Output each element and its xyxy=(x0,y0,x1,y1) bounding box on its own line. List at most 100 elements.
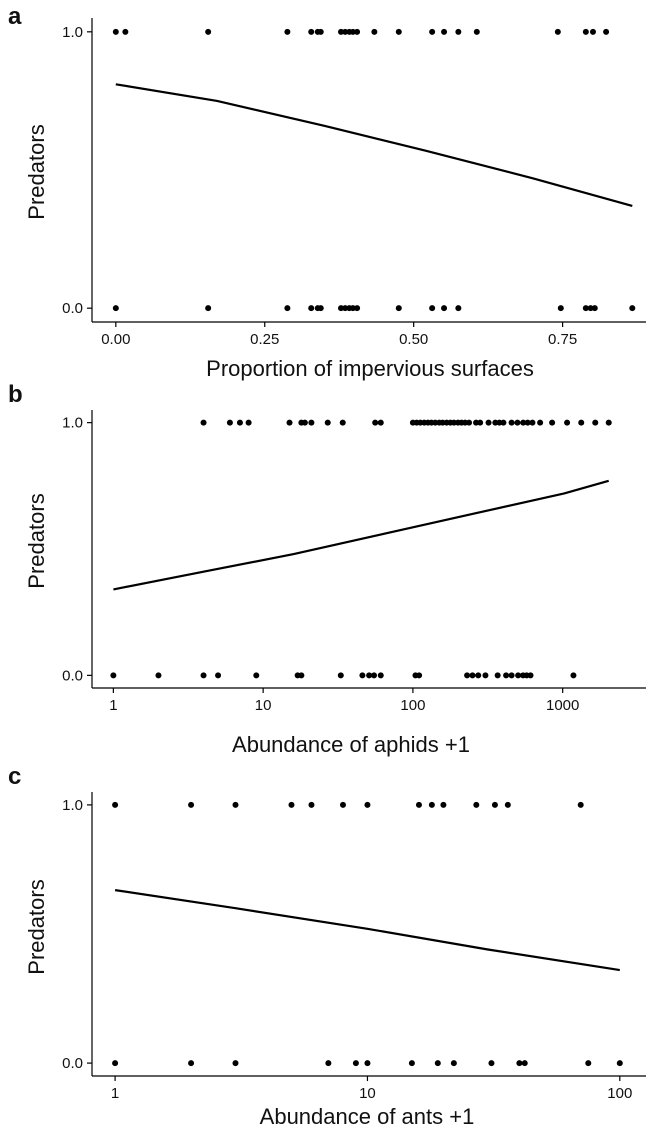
panel-b-point-y1 xyxy=(301,419,308,426)
panel-a-point-y0 xyxy=(112,305,119,312)
panel-b-point-y1 xyxy=(245,419,252,426)
panel-c-point-y0 xyxy=(352,1060,359,1067)
panel-c-x-tick-label: 10 xyxy=(359,1085,376,1102)
panel-c-point-y0 xyxy=(450,1060,457,1067)
panel-c-point-y0 xyxy=(408,1060,415,1067)
panel-c-point-y0 xyxy=(364,1060,371,1067)
panel-b-point-y1 xyxy=(592,419,599,426)
panel-b: b Predators Abundance of aphids +1 1 10 10… xyxy=(8,381,646,757)
panel-a-y-tick-label: 0.0 xyxy=(62,300,83,317)
panel-c-x-tick-label: 1 xyxy=(111,1085,119,1102)
panel-c-xlabel: Abundance of ants +1 xyxy=(260,1104,475,1129)
panel-b-point-y0 xyxy=(475,672,482,679)
panel-c-point-y1 xyxy=(440,801,447,808)
panel-c-point-y1 xyxy=(577,801,584,808)
panel-c-point-y1 xyxy=(473,801,480,808)
panel-b-point-y1 xyxy=(466,419,473,426)
panel-b-point-y1 xyxy=(339,419,346,426)
panel-c-point-y1 xyxy=(364,801,371,808)
panel-b-point-y1 xyxy=(508,419,515,426)
panel-b-point-y0 xyxy=(508,672,515,679)
panel-c-point-y1 xyxy=(491,801,498,808)
panel-b-fit-line xyxy=(113,479,609,591)
panel-b-point-y1 xyxy=(514,419,521,426)
panel-a-point-y0 xyxy=(395,305,402,312)
panel-c-point-y0 xyxy=(112,1060,119,1067)
panel-c-y-tick-label: 1.0 xyxy=(62,797,83,814)
panel-b-point-y1 xyxy=(524,419,531,426)
panel-a-point-y1 xyxy=(554,28,561,35)
panel-a-point-y1 xyxy=(112,28,119,35)
panel-b-point-y0 xyxy=(527,672,534,679)
panel-c-point-y0 xyxy=(325,1060,332,1067)
panel-a: a Predators Proportion of impervious sur… xyxy=(8,3,646,381)
panel-b-point-y0 xyxy=(515,672,522,679)
panel-b-point-y0 xyxy=(215,672,222,679)
panel-a-point-y0 xyxy=(284,305,291,312)
panel-a-point-y1 xyxy=(441,28,448,35)
panel-a-x-tick-label: 0.25 xyxy=(250,331,279,348)
panel-a-point-y0 xyxy=(582,305,589,312)
panel-a-point-y0 xyxy=(349,305,356,312)
panel-a-point-y1 xyxy=(395,28,402,35)
panel-c-point-y1 xyxy=(504,801,511,808)
panel-b-point-y0 xyxy=(337,672,344,679)
panel-a-point-y1 xyxy=(603,28,610,35)
panel-a-point-y1 xyxy=(582,28,589,35)
panel-b-point-y0 xyxy=(464,672,471,679)
panel-b-y-tick-label: 0.0 xyxy=(62,667,83,684)
panel-b-point-y1 xyxy=(236,419,243,426)
panel-b-point-y0 xyxy=(494,672,501,679)
panel-b-point-y1 xyxy=(578,419,585,426)
panel-a-point-y0 xyxy=(557,305,564,312)
panel-c-point-y1 xyxy=(232,801,239,808)
panel-a-fit-line xyxy=(115,83,633,207)
panel-c-y-tick-label: 0.0 xyxy=(62,1055,83,1072)
panel-b-point-y0 xyxy=(253,672,260,679)
panel-b-point-y0 xyxy=(359,672,366,679)
panel-b-point-y0 xyxy=(377,672,384,679)
panel-a-point-y1 xyxy=(455,28,462,35)
panel-c-point-y1 xyxy=(415,801,422,808)
panel-a-point-y1 xyxy=(338,28,345,35)
panel-a-x-tick-label: 0.75 xyxy=(548,331,577,348)
panel-a-ylabel: Predators xyxy=(24,124,49,219)
panel-c-point-y1 xyxy=(428,801,435,808)
panel-c-point-y0 xyxy=(232,1060,239,1067)
panel-c-point-y1 xyxy=(308,801,315,808)
panel-b-x-tick-label: 1000 xyxy=(546,697,579,714)
panel-c-point-y1 xyxy=(188,801,195,808)
panel-a-point-y0 xyxy=(354,305,361,312)
panel-a-point-y1 xyxy=(284,28,291,35)
panel-b-point-y0 xyxy=(200,672,207,679)
panel-b-point-y1 xyxy=(605,419,612,426)
panel-b-point-y0 xyxy=(469,672,476,679)
panel-a-point-y1 xyxy=(308,28,315,35)
panel-a-y-tick-label: 1.0 xyxy=(62,24,83,41)
panel-b-xlabel: Abundance of aphids +1 xyxy=(232,732,470,757)
panel-b-point-y0 xyxy=(482,672,489,679)
panel-b-ylabel: Predators xyxy=(24,493,49,588)
panel-a-point-y0 xyxy=(205,305,212,312)
panel-b-y-tick-label: 1.0 xyxy=(62,415,83,432)
panel-b-x-tick-label: 100 xyxy=(400,697,425,714)
panel-a-point-y1 xyxy=(122,28,129,35)
panel-a-point-y0 xyxy=(441,305,448,312)
panel-a-xlabel: Proportion of impervious surfaces xyxy=(206,356,534,381)
panel-b-point-y1 xyxy=(529,419,536,426)
panel-a-point-y1 xyxy=(205,28,212,35)
panel-b-point-y1 xyxy=(549,419,556,426)
panel-a-point-y1 xyxy=(354,28,361,35)
panel-c-point-y0 xyxy=(188,1060,195,1067)
panel-c-point-y0 xyxy=(434,1060,441,1067)
panel-b-plot: 1 10 100 1000 0.0 1.0 xyxy=(62,410,646,714)
panel-b-point-y0 xyxy=(570,672,577,679)
panel-c-point-y0 xyxy=(616,1060,623,1067)
panel-a-point-y0 xyxy=(338,305,345,312)
panel-b-x-tick-label: 1 xyxy=(109,697,117,714)
panel-b-point-y1 xyxy=(485,419,492,426)
panel-b-point-y0 xyxy=(110,672,117,679)
panel-b-point-y0 xyxy=(371,672,378,679)
panel-b-point-y1 xyxy=(200,419,207,426)
